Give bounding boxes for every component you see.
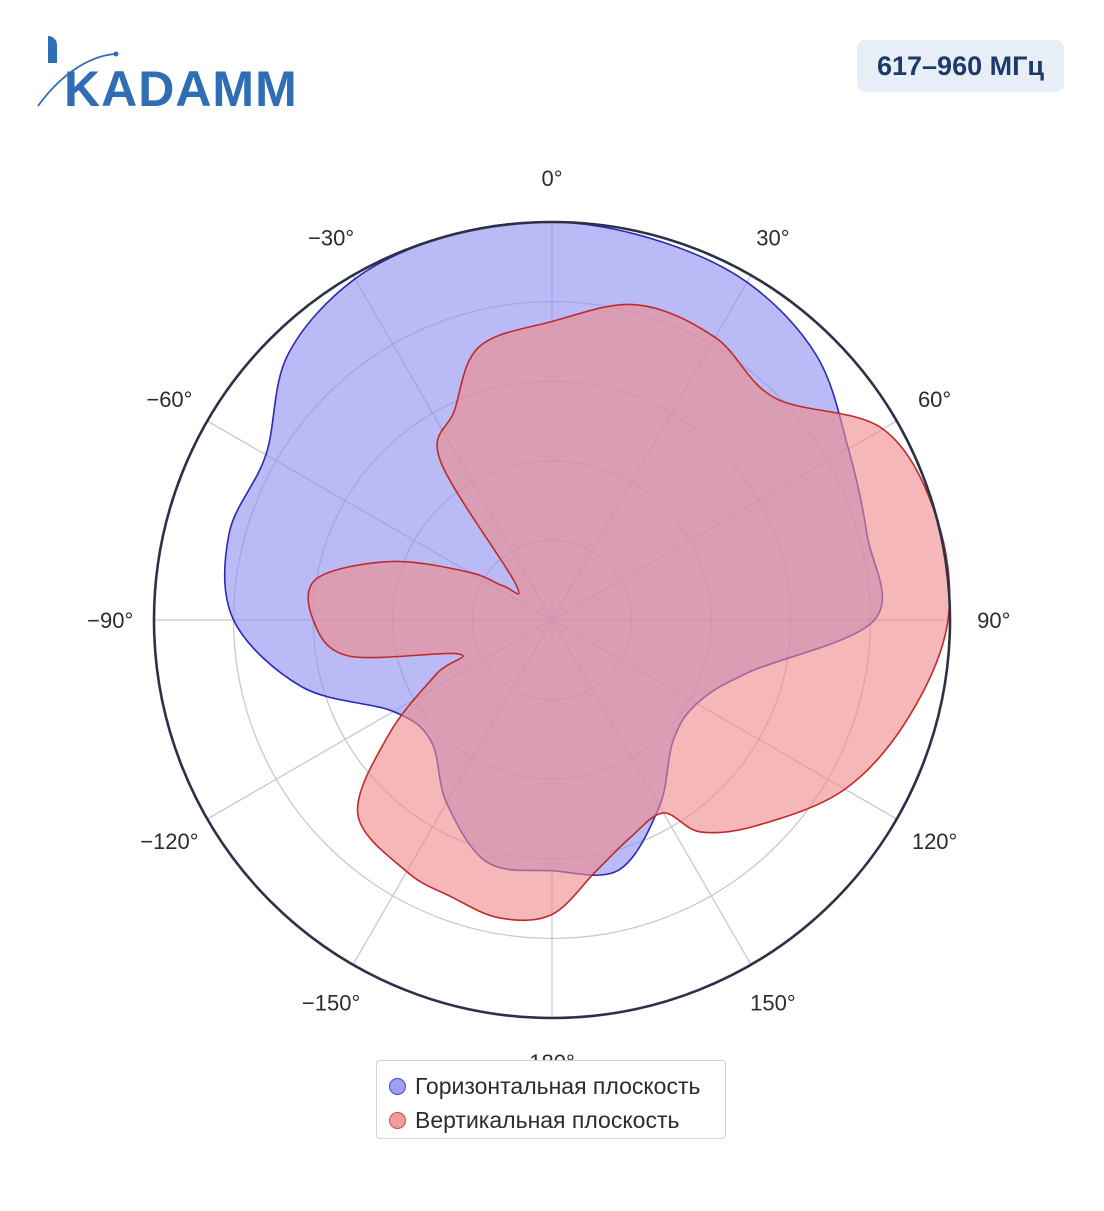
angular-tick-label: 150°: [750, 991, 796, 1016]
legend-swatch-vertical: [389, 1111, 406, 1129]
angular-tick-label: 120°: [912, 829, 958, 854]
angular-tick-label: 0°: [541, 166, 562, 191]
angular-tick-label: 30°: [756, 225, 789, 250]
legend-item-vertical[interactable]: Вертикальная плоскость: [377, 1103, 725, 1137]
angular-tick-label: −120°: [140, 829, 198, 854]
angular-tick-label: 60°: [918, 387, 951, 412]
angular-tick-label: −30°: [308, 225, 354, 250]
logo-wordmark: KADAMM: [64, 61, 294, 112]
polar-frame: [152, 220, 952, 1020]
legend-label-vertical: Вертикальная плоскость: [415, 1106, 680, 1133]
frequency-range: 617–960 МГц: [876, 50, 1044, 81]
legend-label-horizontal: Горизонтальная плоскость: [415, 1072, 701, 1099]
angular-tick-label: −150°: [302, 991, 360, 1016]
angular-tick-label: 90°: [977, 608, 1010, 633]
kadamm-logo: KADAMM: [37, 36, 294, 112]
frequency-badge: 617–960 МГц: [856, 40, 1064, 92]
legend: Горизонтальная плоскость Вертикальная пл…: [376, 1060, 726, 1139]
angular-tick-label: −60°: [146, 387, 192, 412]
angular-tick-label: −90°: [87, 608, 133, 633]
legend-item-horizontal[interactable]: Горизонтальная плоскость: [377, 1069, 725, 1103]
legend-swatch-horizontal: [389, 1077, 406, 1095]
